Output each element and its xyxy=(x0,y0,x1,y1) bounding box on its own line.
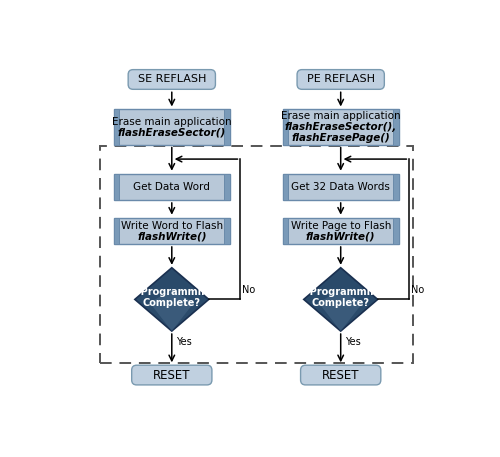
Text: Write Word to Flash: Write Word to Flash xyxy=(120,221,223,230)
FancyBboxPatch shape xyxy=(282,109,288,144)
Polygon shape xyxy=(304,268,378,331)
Polygon shape xyxy=(318,290,363,331)
FancyBboxPatch shape xyxy=(282,174,399,200)
Text: No: No xyxy=(411,285,424,295)
Text: flashErasePage(): flashErasePage() xyxy=(292,133,390,143)
Text: No: No xyxy=(242,285,256,295)
FancyBboxPatch shape xyxy=(114,218,119,244)
FancyBboxPatch shape xyxy=(393,218,399,244)
Text: RESET: RESET xyxy=(322,368,360,382)
Text: Write Page to Flash: Write Page to Flash xyxy=(290,221,391,230)
FancyBboxPatch shape xyxy=(114,174,119,200)
Text: SE REFLASH: SE REFLASH xyxy=(138,74,206,85)
Text: Is Programming
Complete?: Is Programming Complete? xyxy=(297,287,384,308)
FancyBboxPatch shape xyxy=(224,218,230,244)
Text: Get Data Word: Get Data Word xyxy=(134,182,210,192)
FancyBboxPatch shape xyxy=(128,69,216,89)
Text: flashWrite(): flashWrite() xyxy=(306,231,376,241)
FancyBboxPatch shape xyxy=(114,109,230,144)
FancyBboxPatch shape xyxy=(132,365,212,385)
FancyBboxPatch shape xyxy=(297,69,384,89)
Text: Is Programming
Complete?: Is Programming Complete? xyxy=(128,287,216,308)
Text: Get 32 Data Words: Get 32 Data Words xyxy=(292,182,390,192)
Polygon shape xyxy=(135,268,208,331)
FancyBboxPatch shape xyxy=(114,109,119,144)
FancyBboxPatch shape xyxy=(282,109,399,144)
Text: RESET: RESET xyxy=(153,368,190,382)
Text: Yes: Yes xyxy=(345,337,360,347)
FancyBboxPatch shape xyxy=(224,174,230,200)
FancyBboxPatch shape xyxy=(393,109,399,144)
Text: Yes: Yes xyxy=(176,337,192,347)
Polygon shape xyxy=(150,290,194,331)
FancyBboxPatch shape xyxy=(224,109,230,144)
Text: Erase main application: Erase main application xyxy=(281,112,400,122)
Text: PE REFLASH: PE REFLASH xyxy=(306,74,374,85)
FancyBboxPatch shape xyxy=(300,365,381,385)
FancyBboxPatch shape xyxy=(114,174,230,200)
FancyBboxPatch shape xyxy=(282,174,288,200)
FancyBboxPatch shape xyxy=(393,174,399,200)
Text: flashEraseSector(),: flashEraseSector(), xyxy=(284,122,397,132)
FancyBboxPatch shape xyxy=(282,218,399,244)
Text: flashWrite(): flashWrite() xyxy=(137,231,206,241)
FancyBboxPatch shape xyxy=(114,218,230,244)
Text: flashEraseSector(): flashEraseSector() xyxy=(118,127,226,137)
FancyBboxPatch shape xyxy=(282,218,288,244)
Text: Erase main application: Erase main application xyxy=(112,117,232,127)
